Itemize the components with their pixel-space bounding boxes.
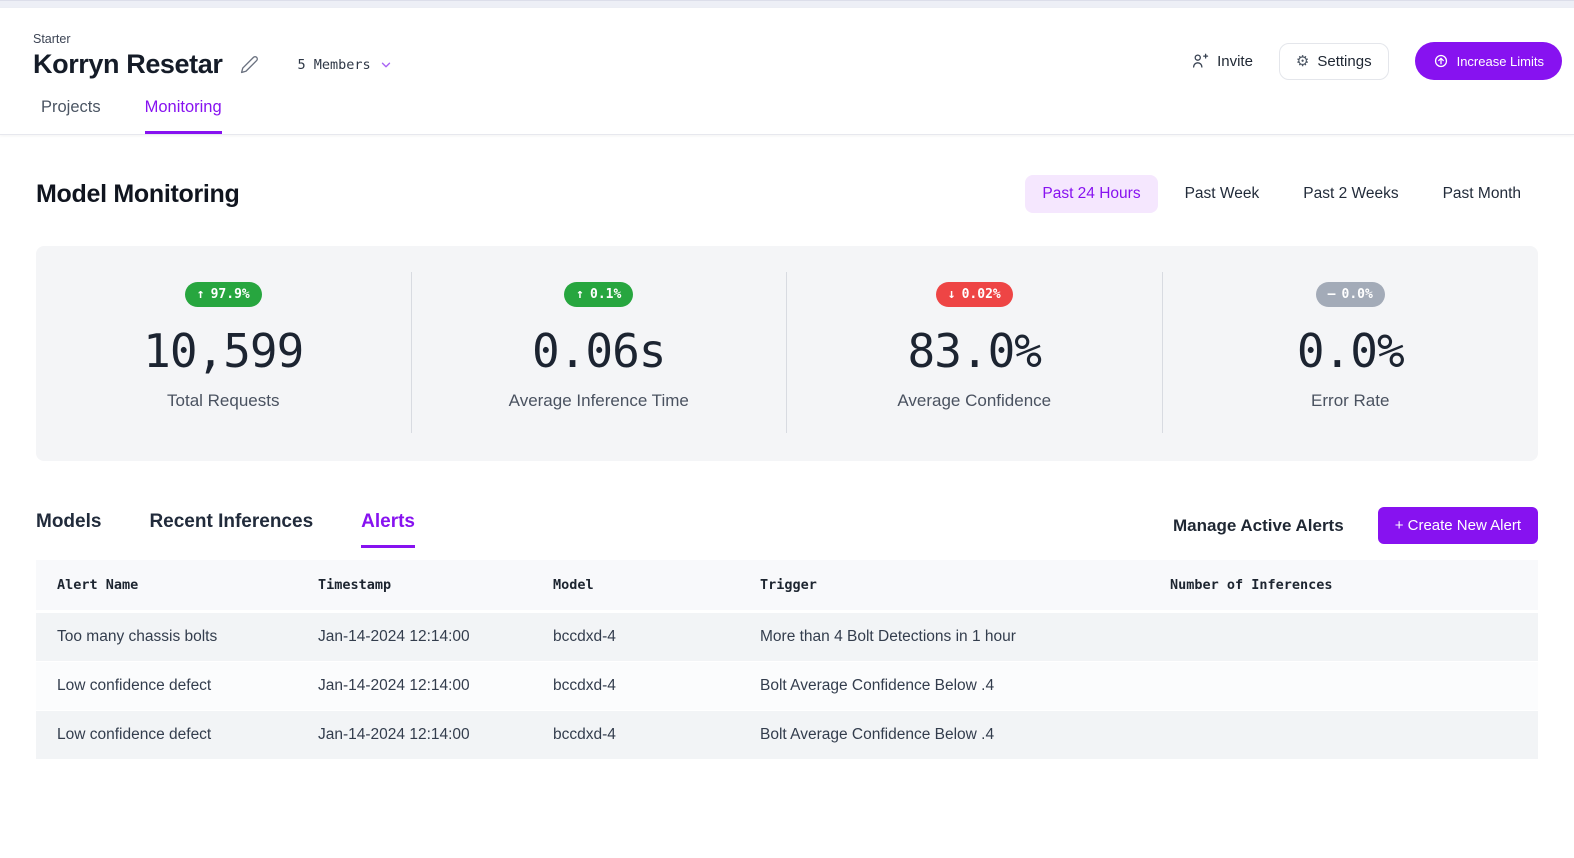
trend-delta: 0.1% — [590, 287, 622, 302]
cell-number-of-inferences — [1154, 662, 1538, 711]
tab-projects[interactable]: Projects — [41, 98, 101, 116]
workspace-nav-tabs: Projects Monitoring — [33, 98, 1562, 134]
monitoring-section-tabs: Models Recent Inferences Alerts — [36, 511, 415, 548]
filter-past-month[interactable]: Past Month — [1442, 185, 1521, 202]
stats-panel: ↑ 97.9% 10,599 Total Requests ↑ 0.1% 0.0… — [36, 246, 1538, 461]
cell-model: bccdxd-4 — [537, 662, 744, 711]
filter-past-2-weeks[interactable]: Past 2 Weeks — [1303, 185, 1399, 202]
table-row[interactable]: Low confidence defect Jan-14-2024 12:14:0… — [36, 711, 1538, 760]
trend-delta: 97.9% — [210, 287, 250, 302]
cell-model: bccdxd-4 — [537, 711, 744, 760]
table-row[interactable]: Low confidence defect Jan-14-2024 12:14:0… — [36, 662, 1538, 711]
trend-badge: ↑ 0.1% — [564, 282, 634, 307]
trend-up-icon: ↑ — [576, 287, 584, 302]
stat-error-rate: — 0.0% 0.0% Error Rate — [1163, 272, 1539, 433]
stat-total-requests: ↑ 97.9% 10,599 Total Requests — [36, 272, 412, 433]
stat-value: 83.0% — [907, 324, 1042, 378]
plan-label: Starter — [33, 32, 71, 46]
column-trigger: Trigger — [744, 560, 1154, 613]
settings-label: Settings — [1317, 52, 1372, 70]
trend-down-icon: ↓ — [947, 287, 956, 302]
alerts-table: Alert Name Timestamp Model Trigger Numbe… — [36, 560, 1538, 760]
tab-monitoring[interactable]: Monitoring — [144, 98, 222, 134]
workspace-header: Starter Korryn Resetar 5 Members — [0, 8, 1574, 135]
stat-label: Average Inference Time — [508, 391, 689, 410]
stat-average-inference-time: ↑ 0.1% 0.06s Average Inference Time — [412, 272, 787, 433]
upload-circle-icon — [1434, 54, 1447, 68]
cell-alert-name: Low confidence defect — [36, 711, 302, 760]
members-dropdown[interactable]: 5 Members — [297, 57, 392, 73]
stat-value: 0.0% — [1296, 324, 1405, 378]
cell-trigger: More than 4 Bolt Detections in 1 hour — [744, 613, 1154, 662]
page-title: Model Monitoring — [36, 179, 240, 208]
tab-models[interactable]: Models — [36, 511, 102, 532]
cell-timestamp: Jan-14-2024 12:14:00 — [302, 711, 537, 760]
stat-value: 10,599 — [143, 324, 304, 378]
invite-label: Invite — [1217, 52, 1253, 70]
create-new-alert-button[interactable]: + Create New Alert — [1377, 507, 1538, 544]
column-model: Model — [537, 560, 744, 613]
trend-flat-icon: — — [1327, 287, 1336, 302]
trend-up-icon: ↑ — [196, 287, 205, 302]
filter-past-week[interactable]: Past Week — [1184, 185, 1260, 202]
trend-badge: ↑ 97.9% — [184, 282, 262, 307]
trend-delta: 0.02% — [961, 287, 1001, 302]
cell-model: bccdxd-4 — [537, 613, 744, 662]
table-row[interactable]: Too many chassis bolts Jan-14-2024 12:14:… — [36, 613, 1538, 662]
stat-label: Error Rate — [1311, 391, 1390, 410]
increase-limits-button[interactable]: Increase Limits — [1414, 42, 1562, 80]
cell-alert-name: Too many chassis bolts — [36, 613, 302, 662]
stat-average-confidence: ↓ 0.02% 83.0% Average Confidence — [787, 272, 1163, 433]
manage-active-alerts-link[interactable]: Manage Active Alerts — [1172, 515, 1344, 535]
stat-label: Total Requests — [167, 391, 280, 410]
column-alert-name: Alert Name — [36, 560, 302, 613]
cell-trigger: Bolt Average Confidence Below .4 — [744, 662, 1154, 711]
alerts-table-header-row: Alert Name Timestamp Model Trigger Numbe… — [36, 560, 1538, 613]
increase-limits-label: Increase Limits — [1456, 53, 1544, 69]
time-range-filter: Past 24 Hours Past Week Past 2 Weeks Pas… — [1025, 175, 1538, 213]
stat-value: 0.06s — [532, 324, 666, 378]
cell-timestamp: Jan-14-2024 12:14:00 — [302, 613, 537, 662]
workspace-name: Korryn Resetar — [33, 49, 223, 79]
stat-label: Average Confidence — [897, 391, 1052, 410]
trend-delta: 0.0% — [1341, 287, 1373, 302]
edit-pencil-icon[interactable] — [240, 55, 259, 74]
filter-past-24-hours[interactable]: Past 24 Hours — [1025, 175, 1158, 213]
tab-alerts[interactable]: Alerts — [361, 511, 415, 548]
invite-button[interactable]: Invite — [1191, 52, 1253, 70]
trend-badge: ↓ 0.02% — [935, 282, 1013, 307]
gear-icon: ⚙ — [1295, 52, 1310, 70]
tab-recent-inferences[interactable]: Recent Inferences — [149, 511, 314, 532]
cell-number-of-inferences — [1154, 613, 1538, 662]
column-timestamp: Timestamp — [302, 560, 537, 613]
top-strip — [0, 0, 1574, 8]
cell-timestamp: Jan-14-2024 12:14:00 — [302, 662, 537, 711]
trend-badge: — 0.0% — [1315, 282, 1385, 307]
cell-trigger: Bolt Average Confidence Below .4 — [744, 711, 1154, 760]
settings-button[interactable]: ⚙ Settings — [1278, 42, 1389, 80]
alerts-table-body: Too many chassis bolts Jan-14-2024 12:14:… — [36, 613, 1538, 760]
members-count-label: 5 Members — [297, 56, 371, 73]
person-plus-icon — [1193, 53, 1209, 68]
chevron-down-icon — [381, 62, 390, 67]
cell-alert-name: Low confidence defect — [36, 662, 302, 711]
column-number-of-inferences: Number of Inferences — [1154, 560, 1538, 613]
cell-number-of-inferences — [1154, 711, 1538, 760]
main-content: Model Monitoring Past 24 Hours Past Week… — [0, 175, 1574, 760]
